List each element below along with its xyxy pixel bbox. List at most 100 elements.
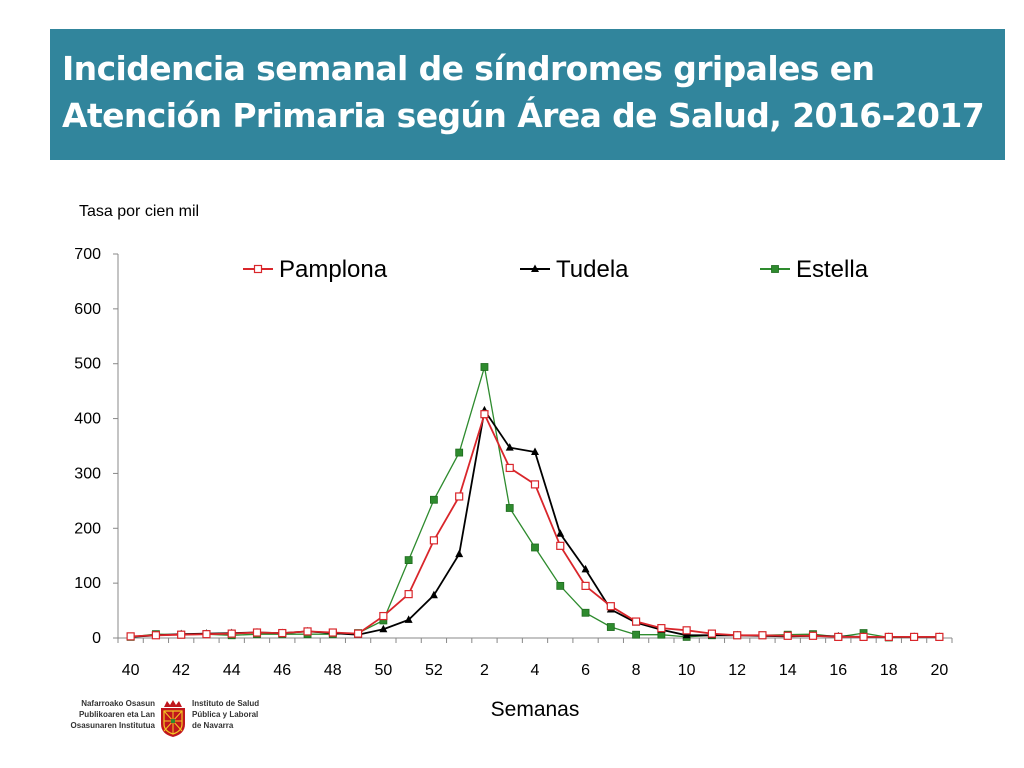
- pamplona-point: [606, 602, 615, 611]
- pamplona-point: [758, 631, 767, 640]
- y-tick-label: 200: [74, 520, 101, 537]
- pamplona-point: [253, 264, 263, 274]
- pamplona-point: [429, 536, 439, 545]
- estella-point: [404, 556, 413, 565]
- estella-point: [430, 495, 438, 504]
- pamplona-point: [278, 628, 287, 638]
- pamplona-point: [783, 631, 792, 640]
- estella-point: [531, 543, 539, 552]
- y-tick-label: 600: [74, 301, 101, 318]
- x-tick-label: 46: [273, 662, 291, 679]
- tudela-point: [531, 264, 539, 272]
- legend-tudela-label: Tudela: [556, 256, 629, 283]
- x-tick-label: 10: [678, 662, 696, 679]
- x-tick-label: 4: [531, 662, 540, 679]
- x-tick-label: 48: [324, 662, 342, 679]
- x-tick-label: 44: [223, 662, 241, 679]
- institute-name-basque-line-3: Osasunaren Institutua: [70, 721, 155, 730]
- legend-estella-label: Estella: [796, 256, 869, 283]
- estella-point: [556, 581, 565, 590]
- pamplona-point: [530, 480, 540, 489]
- legend-pamplona-label: Pamplona: [279, 256, 388, 283]
- institute-name-spanish-line-1: Instituto de Salud: [192, 699, 260, 708]
- page-title-line-1: Incidencia semanal de síndromes gripales…: [62, 49, 875, 88]
- estella-series-line: [130, 366, 940, 639]
- x-tick-label: 40: [122, 662, 140, 679]
- y-tick-label: 700: [74, 246, 101, 263]
- pamplona-point: [707, 629, 717, 638]
- tudela-point: [455, 549, 464, 558]
- x-tick-label: 42: [172, 662, 190, 679]
- tudela-point: [379, 624, 388, 633]
- estella-point: [480, 363, 489, 371]
- pamplona-point: [379, 611, 388, 621]
- tudela-series-line: [130, 407, 940, 638]
- pamplona-point: [303, 627, 312, 636]
- title-banner: Incidencia semanal de síndromes gripales…: [50, 29, 1005, 160]
- y-axis-label: Tasa por cien mil: [79, 203, 200, 220]
- x-tick-label: 52: [425, 662, 443, 679]
- tudela-point: [682, 630, 691, 639]
- x-tick-label: 50: [374, 662, 392, 679]
- pamplona-point: [328, 628, 337, 637]
- pamplona-point: [556, 541, 565, 550]
- estella-point: [632, 630, 640, 639]
- x-tick-label: 12: [728, 662, 746, 679]
- x-tick-label: 16: [829, 662, 847, 679]
- estella-point: [771, 265, 779, 273]
- x-tick-label: 20: [930, 662, 948, 679]
- institute-name-basque: Nafarroako Osasun Publikoaren eta Lan Os…: [52, 698, 155, 731]
- institute-name-spanish-line-2: Pública y Laboral: [192, 710, 259, 719]
- pamplona-point: [884, 632, 893, 642]
- institute-name-basque-line-1: Nafarroako Osasun: [81, 699, 155, 708]
- y-tick-label: 0: [92, 630, 101, 647]
- pamplona-point: [631, 617, 641, 626]
- x-tick-label: 14: [779, 662, 797, 679]
- institute-logo: Nafarroako Osasun Publikoaren eta Lan Os…: [52, 698, 292, 740]
- navarra-coat-of-arms-icon: [161, 700, 185, 737]
- pamplona-point: [657, 624, 666, 633]
- institute-name-spanish-line-3: de Navarra: [192, 721, 234, 730]
- institute-name-spanish: Instituto de Salud Pública y Laboral de …: [192, 698, 259, 731]
- tudela-point: [581, 564, 590, 573]
- pamplona-point: [581, 581, 590, 590]
- pamplona-point: [126, 632, 135, 641]
- tudela-point: [404, 615, 413, 623]
- pamplona-point: [505, 463, 514, 473]
- x-tick-label: 6: [581, 662, 590, 679]
- x-tick-label: 8: [632, 662, 641, 679]
- page-title-line-2: Atención Primaria según Área de Salud, 2…: [62, 96, 985, 135]
- estella-point: [581, 608, 590, 617]
- pamplona-point: [682, 626, 691, 635]
- pamplona-point: [480, 410, 489, 419]
- x-tick-label: 18: [880, 662, 898, 679]
- x-tick-label: 2: [480, 662, 489, 679]
- estella-point: [505, 504, 514, 512]
- pamplona-point: [227, 629, 236, 638]
- pamplona-point: [834, 632, 843, 642]
- tudela-point: [531, 447, 539, 456]
- estella-point: [606, 623, 615, 631]
- y-tick-label: 500: [74, 356, 101, 373]
- pamplona-point: [252, 628, 262, 637]
- pamplona-point: [808, 631, 818, 640]
- pamplona-point: [909, 632, 919, 642]
- pamplona-point: [733, 631, 742, 640]
- institute-name-basque-line-2: Publikoaren eta Lan: [78, 710, 155, 719]
- tudela-point: [556, 529, 565, 537]
- pamplona-point: [202, 630, 211, 639]
- pamplona-point: [151, 631, 161, 640]
- pamplona-point: [177, 630, 186, 639]
- pamplona-point: [859, 632, 868, 642]
- y-tick-label: 400: [74, 411, 101, 428]
- tudela-point: [429, 590, 438, 599]
- pamplona-point: [404, 590, 413, 599]
- pamplona-point: [455, 492, 464, 501]
- y-tick-label: 100: [74, 575, 101, 592]
- tudela-point: [505, 443, 514, 451]
- x-axis-title: Semanas: [491, 698, 580, 721]
- pamplona-point: [935, 632, 944, 642]
- y-tick-label: 300: [74, 465, 101, 482]
- estella-point: [455, 448, 464, 457]
